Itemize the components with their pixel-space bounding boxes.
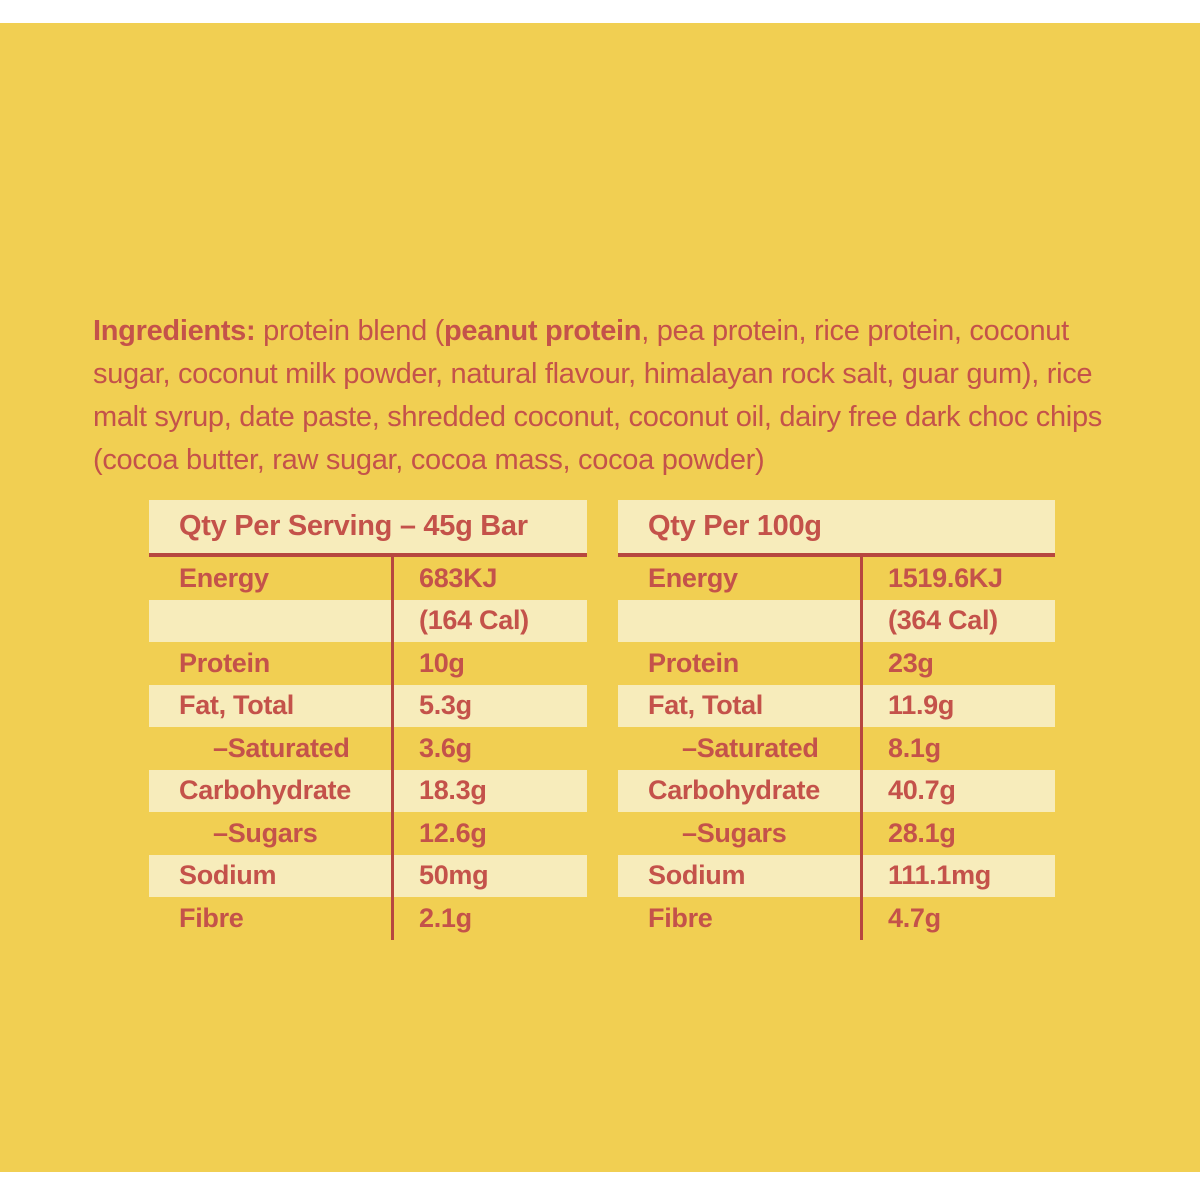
row-label: Sodium	[179, 860, 277, 891]
table-row: Energy 683KJ	[149, 557, 587, 600]
row-value: 40.7g	[888, 775, 956, 806]
table-row: Fibre 2.1g	[149, 897, 587, 940]
row-label: Sodium	[648, 860, 746, 891]
row-value: 12.6g	[419, 817, 487, 848]
row-label: Fat, Total	[179, 690, 294, 721]
row-label: Fibre	[179, 902, 244, 933]
row-label: Energy	[179, 562, 269, 593]
row-value: 683KJ	[419, 562, 498, 593]
table-row: –Sugars 28.1g	[618, 812, 1055, 855]
table-row: Sodium 111.1mg	[618, 854, 1055, 897]
ingredients-text-rest: , pea protein, rice protein, coconut sug…	[93, 315, 1102, 476]
row-label: Energy	[648, 562, 738, 593]
table-header: Qty Per Serving – 45g Bar	[149, 500, 587, 557]
nutrition-table-per-100g: Qty Per 100g Energy 1519.6KJ (364 Cal) Prot…	[618, 500, 1055, 940]
ingredients-highlighted-item: peanut protein	[444, 315, 642, 347]
table-row: Fibre 4.7g	[618, 897, 1055, 940]
row-label: Carbohydrate	[648, 775, 820, 806]
nutrition-table-per-serving: Qty Per Serving – 45g Bar Energy 683KJ (16…	[149, 500, 587, 940]
row-value: 50mg	[419, 860, 489, 891]
table-header-label: Qty Per 100g	[648, 510, 822, 542]
column-divider-line	[391, 557, 394, 940]
table-rows: Energy 683KJ (164 Cal) Protein 10g Fat, Total…	[149, 557, 587, 940]
table-header-label: Qty Per Serving – 45g Bar	[179, 510, 528, 542]
row-label: Fibre	[648, 902, 713, 933]
column-divider-line	[860, 557, 863, 940]
table-row: Fat, Total 5.3g	[149, 684, 587, 727]
ingredients-text-pre: protein blend (	[255, 315, 445, 347]
row-value: 2.1g	[419, 902, 472, 933]
table-row: –Saturated 3.6g	[149, 727, 587, 770]
row-label: Carbohydrate	[179, 775, 351, 806]
table-row: Sodium 50mg	[149, 854, 587, 897]
table-row: Carbohydrate 40.7g	[618, 769, 1055, 812]
table-row: Fat, Total 11.9g	[618, 684, 1055, 727]
table-row: Carbohydrate 18.3g	[149, 769, 587, 812]
row-value: 8.1g	[888, 732, 941, 763]
row-value: (364 Cal)	[888, 605, 998, 636]
row-label: –Saturated	[682, 732, 819, 763]
row-value: (164 Cal)	[419, 605, 529, 636]
table-row: (364 Cal)	[618, 599, 1055, 642]
table-row: (164 Cal)	[149, 599, 587, 642]
row-value: 23g	[888, 647, 934, 678]
table-row: –Saturated 8.1g	[618, 727, 1055, 770]
row-value: 3.6g	[419, 732, 472, 763]
row-value: 18.3g	[419, 775, 487, 806]
row-label: Fat, Total	[648, 690, 763, 721]
ingredients-paragraph: Ingredients: protein blend (peanut prote…	[93, 310, 1117, 482]
table-header: Qty Per 100g	[618, 500, 1055, 557]
row-value: 11.9g	[888, 690, 955, 721]
table-row: Energy 1519.6KJ	[618, 557, 1055, 600]
table-rows: Energy 1519.6KJ (364 Cal) Protein 23g Fat, To…	[618, 557, 1055, 940]
row-value: 4.7g	[888, 902, 941, 933]
ingredients-label: Ingredients:	[93, 315, 256, 347]
table-row: –Sugars 12.6g	[149, 812, 587, 855]
row-label: Protein	[179, 647, 270, 678]
table-row: Protein 23g	[618, 642, 1055, 685]
row-value: 5.3g	[419, 690, 472, 721]
row-label: Protein	[648, 647, 739, 678]
row-value: 1519.6KJ	[888, 562, 1003, 593]
label-background: Ingredients: protein blend (peanut prote…	[0, 23, 1200, 1172]
row-value: 111.1mg	[888, 860, 991, 891]
row-label: –Sugars	[682, 817, 787, 848]
row-label: –Sugars	[213, 817, 318, 848]
row-value: 10g	[419, 647, 465, 678]
table-row: Protein 10g	[149, 642, 587, 685]
row-value: 28.1g	[888, 817, 956, 848]
row-label: –Saturated	[213, 732, 350, 763]
